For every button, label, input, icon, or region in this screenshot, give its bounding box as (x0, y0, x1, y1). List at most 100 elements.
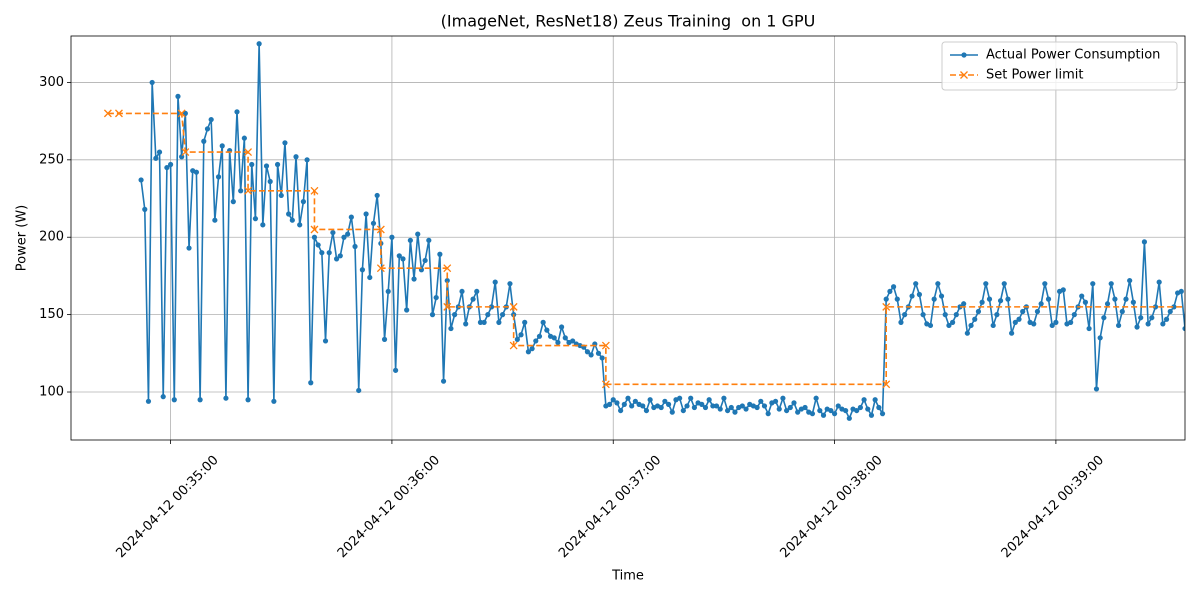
point-marker (278, 192, 284, 199)
legend-box (941, 41, 1178, 91)
x-marker (443, 264, 452, 273)
point-marker (610, 397, 616, 403)
x-marker (601, 341, 610, 350)
point-marker (887, 288, 893, 295)
point-marker (713, 403, 720, 409)
point-marker (1079, 293, 1085, 299)
point-marker (828, 407, 834, 414)
point-marker (496, 319, 502, 325)
point-marker (1016, 316, 1022, 322)
point-marker (614, 400, 620, 406)
point-marker (1134, 324, 1140, 330)
point-marker (260, 222, 266, 228)
point-marker (393, 367, 399, 373)
point-marker (1123, 296, 1129, 302)
point-marker (1104, 301, 1111, 307)
point-marker (890, 284, 897, 290)
point-marker (916, 291, 923, 298)
point-marker (404, 307, 410, 313)
point-marker (481, 319, 487, 325)
y-axis-label: Power (W) (15, 205, 30, 271)
point-marker (1149, 315, 1155, 321)
point-marker (647, 397, 653, 403)
point-marker (706, 397, 712, 403)
point-marker (1053, 319, 1059, 325)
point-marker (1127, 277, 1133, 284)
point-marker (529, 346, 535, 352)
point-marker (555, 339, 561, 346)
point-marker (724, 407, 731, 414)
point-marker (909, 293, 915, 299)
point-marker (1116, 322, 1122, 329)
x-marker (960, 71, 968, 79)
point-marker (1178, 288, 1184, 295)
point-marker (1001, 281, 1007, 287)
point-marker (352, 243, 358, 250)
point-marker (791, 400, 797, 406)
point-marker (525, 349, 532, 355)
point-marker (710, 403, 716, 409)
point-marker (499, 312, 506, 318)
point-marker (459, 288, 465, 295)
point-marker (1112, 296, 1118, 302)
point-marker (584, 349, 591, 355)
x-marker (376, 264, 385, 273)
point-marker (551, 335, 557, 341)
y-tick-label: 150 (39, 307, 64, 322)
point-marker (643, 407, 650, 414)
point-marker (241, 135, 247, 141)
point-marker (286, 211, 292, 217)
point-marker (1038, 301, 1044, 307)
point-marker (186, 245, 192, 251)
point-marker (961, 52, 967, 58)
point-marker (595, 350, 602, 356)
point-marker (1171, 304, 1177, 310)
point-marker (846, 415, 852, 421)
point-marker (407, 237, 413, 243)
point-marker (975, 308, 982, 315)
point-marker (440, 378, 447, 384)
point-marker (1156, 279, 1162, 285)
x-marker (882, 380, 891, 389)
point-marker (463, 321, 469, 327)
point-marker (972, 316, 978, 322)
point-marker (990, 322, 996, 329)
point-marker (348, 214, 354, 220)
point-marker (507, 281, 513, 287)
point-marker (1163, 316, 1170, 322)
point-marker (1049, 322, 1055, 329)
point-marker (381, 336, 388, 342)
x-marker (601, 380, 610, 389)
legend-label: Set Power limit (986, 68, 1084, 83)
point-marker (1160, 321, 1166, 327)
point-marker (422, 257, 428, 264)
point-marker (367, 274, 373, 281)
point-marker (787, 404, 793, 411)
point-marker (758, 398, 764, 404)
point-marker (857, 404, 863, 411)
point-marker (238, 188, 244, 194)
point-marker (326, 250, 332, 256)
point-marker (754, 404, 760, 411)
point-marker (964, 330, 970, 336)
point-marker (297, 222, 303, 228)
x-marker (114, 109, 123, 118)
point-marker (201, 138, 207, 144)
point-marker (986, 296, 993, 302)
point-marker (193, 169, 200, 175)
point-marker (684, 403, 690, 409)
point-marker (680, 407, 686, 414)
point-marker (861, 397, 867, 403)
x-marker (376, 225, 385, 234)
point-marker (831, 411, 838, 417)
point-marker (632, 398, 638, 404)
point-marker (337, 253, 343, 259)
point-marker (385, 288, 391, 295)
point-marker (621, 401, 627, 407)
point-marker (400, 256, 406, 262)
point-marker (160, 394, 166, 400)
point-marker (415, 231, 421, 237)
point-marker (913, 281, 919, 287)
point-marker (282, 140, 288, 146)
point-marker (942, 312, 948, 318)
